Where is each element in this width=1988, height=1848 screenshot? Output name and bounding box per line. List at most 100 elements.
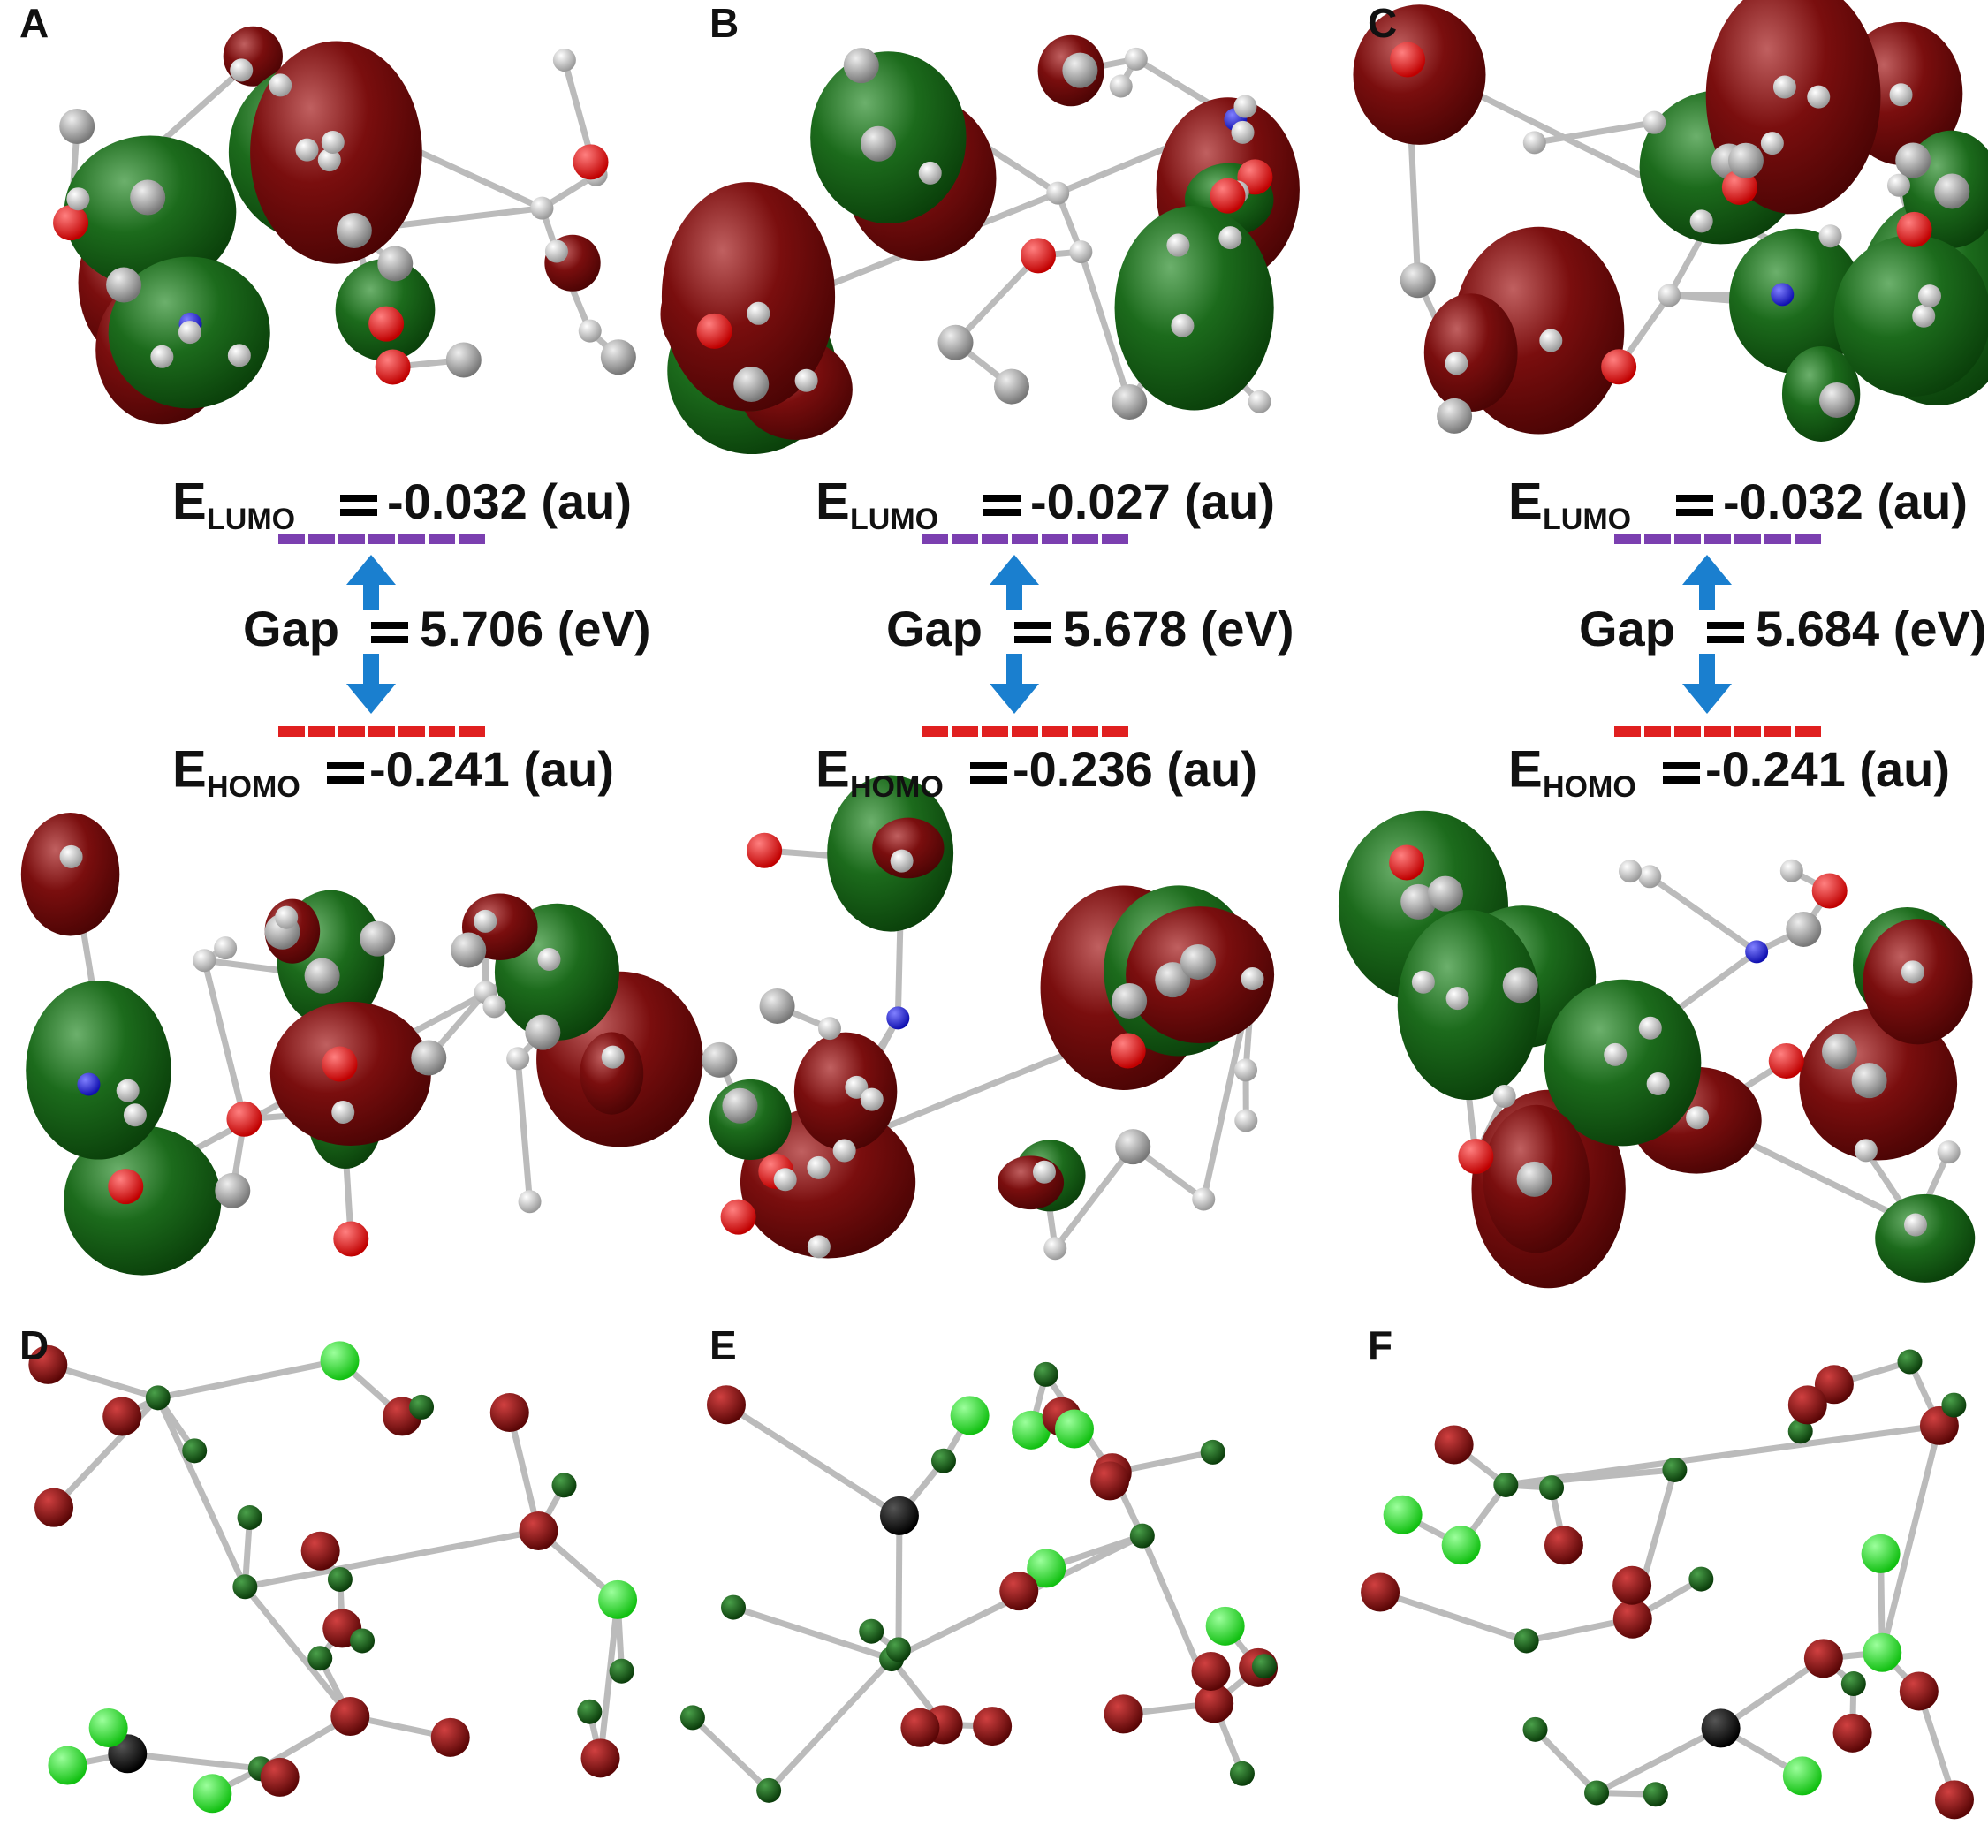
atom [861, 125, 897, 162]
atom [237, 1504, 262, 1530]
level-dash [1674, 726, 1701, 737]
level-dash [1012, 534, 1038, 544]
level-dash [429, 534, 455, 544]
equals-bar [340, 509, 377, 516]
arrow-shaft [1699, 654, 1715, 687]
atom [1895, 142, 1931, 178]
atom [1727, 142, 1764, 178]
arrow-shaft [1006, 654, 1022, 687]
atom [333, 1221, 369, 1257]
atom [1814, 1365, 1854, 1405]
panel-label: A [19, 0, 49, 46]
atom [226, 1101, 262, 1137]
atom [506, 1047, 530, 1071]
orbital-lobe [1728, 228, 1864, 375]
energy-symbol: E [1508, 473, 1543, 530]
bond [1505, 1422, 1940, 1488]
atom [722, 1087, 758, 1124]
atom [1886, 173, 1910, 197]
atom [48, 1746, 87, 1785]
atom [1231, 120, 1255, 144]
atom [720, 1199, 756, 1235]
atom [215, 1172, 251, 1208]
level-dash [952, 726, 978, 737]
equals-bar [1707, 636, 1744, 643]
orbital-lobe [1114, 205, 1274, 411]
atom [1782, 1756, 1822, 1796]
level-dash [1734, 726, 1761, 737]
level-dash [459, 726, 485, 737]
level-dash [1614, 726, 1641, 737]
bond [1506, 1466, 1675, 1488]
atom [733, 366, 770, 402]
bond [514, 1057, 534, 1202]
atom [1124, 47, 1148, 71]
panel-label: F [1368, 1322, 1392, 1368]
atom [1934, 173, 1970, 209]
homo-subscript: HOMO [1543, 770, 1636, 804]
atom [1458, 1139, 1494, 1175]
level-dash [922, 534, 948, 544]
atom [59, 109, 95, 145]
level-dash [1795, 534, 1821, 544]
atom [598, 1579, 638, 1619]
molecule [1338, 810, 1976, 1289]
atom [518, 1190, 542, 1214]
atom [930, 1448, 956, 1473]
homo-value: -0.236 (au) [1013, 741, 1257, 797]
level-dash [368, 726, 395, 737]
atom [706, 1385, 746, 1425]
bond [126, 1750, 262, 1772]
atom [1897, 1349, 1923, 1375]
atom [1427, 875, 1463, 912]
atom [577, 1699, 603, 1724]
atom [451, 932, 487, 968]
atom [489, 1393, 529, 1433]
atom [232, 1574, 258, 1600]
level-dash [1042, 726, 1068, 737]
atom [182, 1438, 208, 1464]
atom [1863, 1632, 1902, 1672]
atom [1020, 238, 1056, 274]
atom [1612, 1599, 1652, 1639]
orbital-lobe [580, 1032, 644, 1115]
atom [993, 368, 1029, 405]
atom [817, 1017, 841, 1041]
atom [1445, 352, 1468, 375]
atom [1390, 42, 1426, 78]
bond [242, 1585, 353, 1719]
atom [832, 1139, 856, 1163]
atom [178, 321, 201, 345]
atom [756, 1777, 782, 1803]
atom [482, 995, 506, 1019]
atom [230, 58, 254, 82]
lumo-subscript: LUMO [207, 503, 295, 536]
atom [1662, 1457, 1688, 1482]
arrow-shaft [363, 654, 379, 687]
equals-bar [970, 762, 1007, 769]
equals-bar [983, 495, 1021, 502]
atom [88, 1708, 128, 1747]
molecule [53, 26, 636, 425]
atom [609, 1658, 634, 1684]
atom [860, 1087, 884, 1111]
atom [1205, 1606, 1245, 1646]
atom [1251, 1654, 1277, 1679]
atom [77, 1072, 101, 1096]
lumo-value: -0.032 (au) [387, 473, 632, 529]
atom [300, 1531, 340, 1571]
arrow-shaft [1006, 581, 1022, 610]
atom [1012, 1410, 1051, 1450]
orbital-lobe [1353, 4, 1486, 145]
atom [409, 1394, 435, 1420]
arrow-head [1682, 684, 1732, 714]
atom [1361, 1572, 1400, 1612]
bond [1719, 1655, 1825, 1731]
atom [1745, 940, 1769, 964]
atom [1112, 383, 1148, 420]
atom [350, 1628, 376, 1654]
atom [1522, 131, 1546, 155]
atom [1437, 398, 1473, 434]
gap-label: Gap [886, 601, 983, 656]
